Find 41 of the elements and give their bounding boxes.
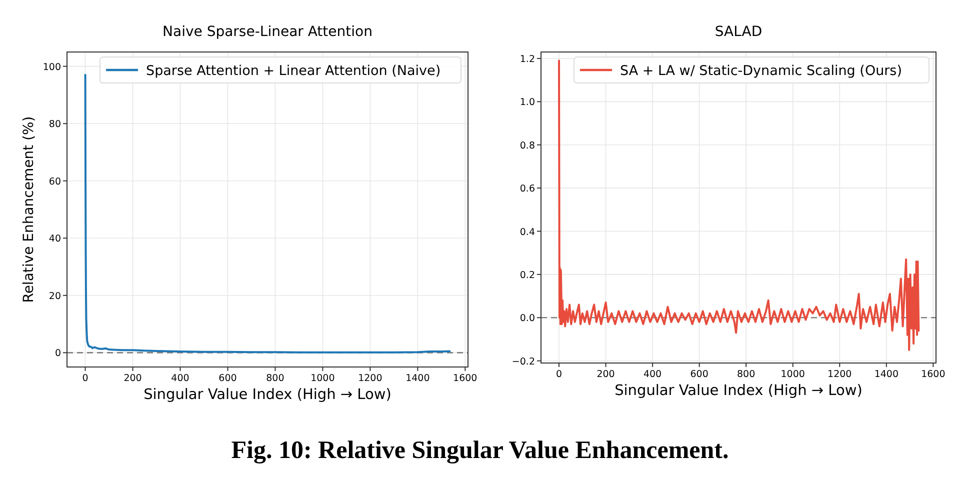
x-tick-label: 1400 xyxy=(406,373,430,384)
y-tick-label: −0.2 xyxy=(512,356,535,368)
y-tick-label: 0 xyxy=(54,348,61,360)
x-tick-label: 0 xyxy=(556,369,562,380)
x-tick-label: 1200 xyxy=(358,373,382,384)
line-series xyxy=(558,60,920,352)
y-tick-label: 0.4 xyxy=(520,226,535,238)
x-tick-label: 600 xyxy=(218,373,237,384)
x-tick-label: 1600 xyxy=(921,369,946,380)
x-tick-label: 1600 xyxy=(453,373,478,384)
x-tick-label: 1000 xyxy=(780,369,805,380)
x-tick-label: 600 xyxy=(690,369,708,380)
legend-label: SA + LA w/ Static-Dynamic Scaling (Ours) xyxy=(620,63,902,79)
y-axis-title: Relative Enhancement (%) xyxy=(21,116,37,303)
chart-title: Naive Sparse-Linear Attention xyxy=(162,24,372,40)
x-axis-title: Singular Value Index (High → Low) xyxy=(614,383,862,399)
x-tick-label: 200 xyxy=(124,373,142,384)
y-tick-label: 60 xyxy=(48,176,61,188)
y-tick-label: 20 xyxy=(48,290,61,302)
y-tick-label: 1.0 xyxy=(520,97,535,108)
y-tick-label: 0.6 xyxy=(520,184,535,195)
x-tick-label: 800 xyxy=(266,373,284,384)
x-tick-label: 0 xyxy=(82,373,88,384)
x-tick-label: 200 xyxy=(596,369,615,380)
x-tick-label: 1400 xyxy=(874,369,899,380)
caption: Fig. 10: Relative Singular Value Enhancement. xyxy=(231,437,729,464)
y-tick-label: 80 xyxy=(48,119,61,130)
y-tick-label: 0.0 xyxy=(520,313,535,324)
x-tick-label: 400 xyxy=(171,373,190,384)
x-axis-title: Singular Value Index (High → Low) xyxy=(144,387,392,403)
y-tick-label: 0.8 xyxy=(520,140,535,152)
y-tick-label: 1.2 xyxy=(520,54,535,65)
y-tick-label: 100 xyxy=(42,62,61,73)
x-tick-label: 1200 xyxy=(828,369,852,380)
chart-title: SALAD xyxy=(714,24,762,40)
y-tick-label: 0.2 xyxy=(520,270,535,281)
x-tick-label: 400 xyxy=(643,369,662,380)
y-tick-label: 40 xyxy=(48,234,61,245)
legend-label: Sparse Attention + Linear Attention (Naive) xyxy=(146,63,441,79)
x-tick-label: 1000 xyxy=(310,373,335,384)
x-tick-label: 800 xyxy=(737,369,756,380)
